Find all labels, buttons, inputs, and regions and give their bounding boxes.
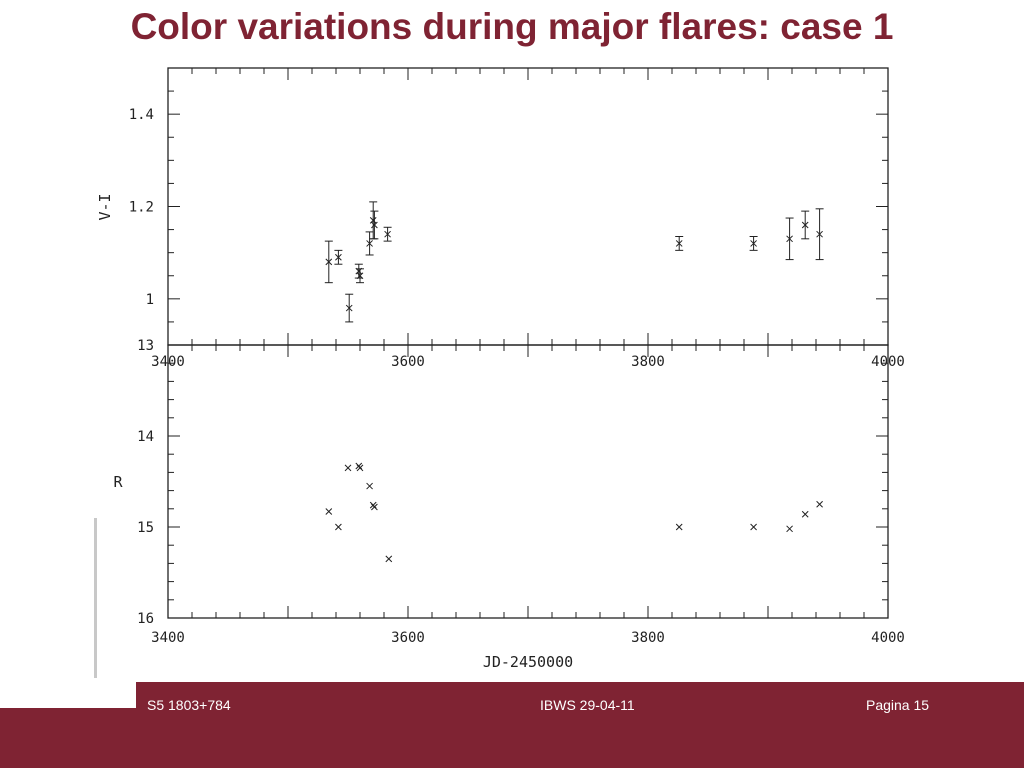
x-tick-label: 4000 xyxy=(871,630,905,646)
x-tick-label: 3800 xyxy=(631,354,665,370)
y-tick-label: 1.4 xyxy=(129,107,154,123)
data-point xyxy=(344,464,352,472)
point-marker xyxy=(371,503,378,511)
point-marker xyxy=(325,508,333,515)
slide-title: Color variations during major flares: ca… xyxy=(130,6,894,47)
data-point xyxy=(370,210,379,240)
footer-page-number: Pagina 15 xyxy=(866,697,930,713)
data-point xyxy=(383,226,392,242)
data-point xyxy=(750,523,757,531)
data-point xyxy=(801,510,809,518)
footer-source-name: S5 1803+784 xyxy=(147,697,231,713)
y-tick-label: 13 xyxy=(137,338,154,354)
point-marker xyxy=(750,523,757,531)
data-point xyxy=(354,263,363,279)
chart-panel-2: 3400 3600 3800 4000 13 14 15 16 R JD-2450000 xyxy=(113,338,904,671)
data-point xyxy=(786,525,793,533)
data-point xyxy=(334,249,343,265)
data-point xyxy=(356,464,364,472)
point-marker xyxy=(385,555,393,563)
data-point xyxy=(749,236,758,251)
x-tick-label: 3600 xyxy=(391,354,425,370)
point-marker xyxy=(366,482,373,490)
data-point xyxy=(356,268,364,284)
y-tick-label: 15 xyxy=(137,520,154,536)
data-point xyxy=(816,500,823,508)
left-rule xyxy=(94,518,97,678)
x-tick-label: 3400 xyxy=(151,630,185,646)
x-axis-title: JD-2450000 xyxy=(483,653,573,671)
data-point xyxy=(371,503,378,511)
point-marker xyxy=(675,523,683,531)
x-tick-label: 3600 xyxy=(391,630,425,646)
y-tick-label: 1.2 xyxy=(129,200,154,216)
y-tick-label: 1 xyxy=(146,292,154,308)
plot-frame xyxy=(167,67,889,346)
data-point xyxy=(366,482,373,490)
data-point xyxy=(345,293,354,323)
data-point xyxy=(801,210,810,240)
x-tick-label: 3800 xyxy=(631,630,665,646)
y-tick-label: 14 xyxy=(137,429,154,445)
data-point xyxy=(675,236,684,251)
footer-event-date: IBWS 29-04-11 xyxy=(540,697,635,713)
footer-bar xyxy=(0,682,1024,768)
point-marker xyxy=(801,510,809,518)
y-axis-title: R xyxy=(113,473,123,491)
footer-notch xyxy=(0,682,136,708)
data-point xyxy=(815,208,824,261)
chart-figure: 3400 3600 3800 4000 1 1.2 1.4 V-I 3400 3600 3800 40… xyxy=(96,67,905,671)
data-point xyxy=(385,555,393,563)
point-marker xyxy=(344,464,352,472)
data-point xyxy=(335,523,342,531)
y-axis-title: V-I xyxy=(96,193,114,220)
data-point xyxy=(324,240,333,284)
point-marker xyxy=(335,523,342,531)
data-point xyxy=(785,217,794,261)
data-point xyxy=(325,508,333,515)
footer-band xyxy=(0,708,138,768)
y-tick-label: 16 xyxy=(137,611,154,627)
data-point xyxy=(365,231,374,256)
plot-frame xyxy=(167,344,889,619)
point-marker xyxy=(356,464,364,472)
point-marker xyxy=(786,525,793,533)
point-marker xyxy=(816,500,823,508)
data-point xyxy=(675,523,683,531)
data-point xyxy=(369,201,378,240)
